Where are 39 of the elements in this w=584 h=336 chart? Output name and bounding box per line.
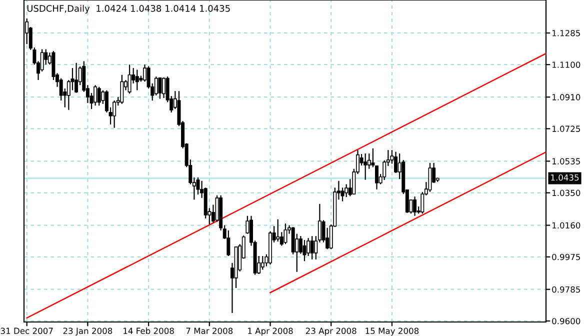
y-tick-label: 0.9600 [552,318,580,324]
y-tick-label: 1.1285 [552,30,580,36]
y-tick-label: 1.0725 [552,126,580,132]
candlestick [94,84,98,106]
y-tick-label: 1.0160 [552,222,580,229]
candlestick [128,64,132,94]
candlestick [158,76,162,100]
candlestick [284,223,288,245]
text: USDCHF,Daily 1.0424 1.0438 1.0414 1.0435 [27,4,230,14]
y-tick-label: 1.0350 [552,190,580,196]
x-tick-label: 14 Feb 2008 [124,328,174,334]
candlestick [112,100,116,128]
y-tick-label: 0.9975 [552,254,580,260]
y-tick-label: 1.0910 [552,94,580,100]
candlestick [302,239,306,262]
candlestick [162,76,166,98]
x-tick-label: 23 Jan 2008 [63,328,112,336]
x-tick-label: 15 May 2008 [366,328,419,336]
candlestick [413,196,417,216]
candlestick [344,184,348,198]
x-tick-label: 7 Mar 2008 [186,328,233,334]
candlestick [276,218,280,242]
candlestick [260,255,264,270]
candlestick [196,176,200,196]
x-tick-label: 31 Dec 2007 [0,328,53,334]
y-tick-label: 1.1100 [552,62,580,68]
x-tick-label: 1 Apr 2008 [248,328,293,336]
candlestick [306,238,310,257]
candlestick [74,62,78,94]
candlestick [310,235,314,260]
y-tick-label: 0.9785 [552,286,580,293]
ref-line-label: 1.0435 [551,174,579,181]
candlestick [97,86,101,106]
x-tick-label: 23 Apr 2008 [306,328,356,336]
y-tick-label: 1.0535 [552,158,580,164]
candlestick [120,74,124,104]
candlestick [135,69,139,91]
candlestick [226,230,230,257]
candlestick [364,152,368,180]
